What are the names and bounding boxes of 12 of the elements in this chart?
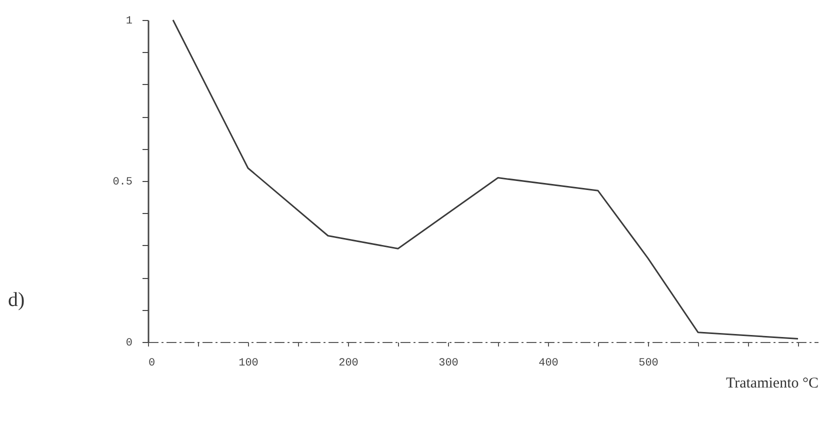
y-tick-label: 0.5 (112, 176, 132, 188)
x-axis-title: Tratamiento °C (726, 376, 818, 392)
x-tick-label: 200 (338, 358, 358, 370)
y-tick-label: 0 (126, 338, 132, 350)
y-tick-label: 1 (126, 16, 133, 28)
text: d) (8, 289, 25, 311)
x-tick-label: 100 (238, 358, 258, 370)
x-tick-label: 0 (148, 358, 156, 370)
x-tick-label: 500 (638, 358, 658, 370)
x-tick-label: 400 (538, 358, 558, 370)
x-tick-label: 300 (438, 358, 458, 370)
line-series (172, 19, 799, 340)
